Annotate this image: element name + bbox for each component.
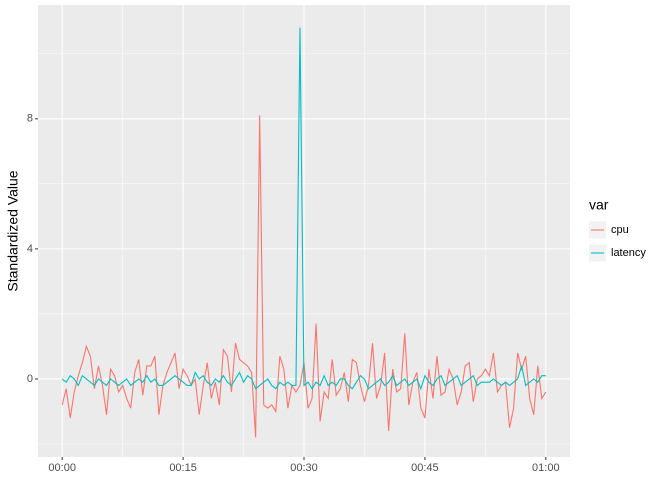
- x-tick-label: 00:30: [290, 462, 318, 474]
- x-tick-label: 00:00: [48, 462, 76, 474]
- series-line: [61, 27, 546, 391]
- y-tick-label: 4: [27, 243, 33, 255]
- legend-label: latency: [611, 247, 646, 259]
- y-axis-title: Standardized Value: [5, 170, 21, 291]
- legend-label: cpu: [611, 224, 629, 236]
- y-tick-label: 0: [27, 373, 33, 385]
- x-tick-label: 01:00: [532, 462, 560, 474]
- legend-title: var: [589, 197, 609, 213]
- y-tick-label: 8: [27, 113, 33, 125]
- x-tick-label: 00:45: [411, 462, 439, 474]
- x-tick-label: 00:15: [169, 462, 197, 474]
